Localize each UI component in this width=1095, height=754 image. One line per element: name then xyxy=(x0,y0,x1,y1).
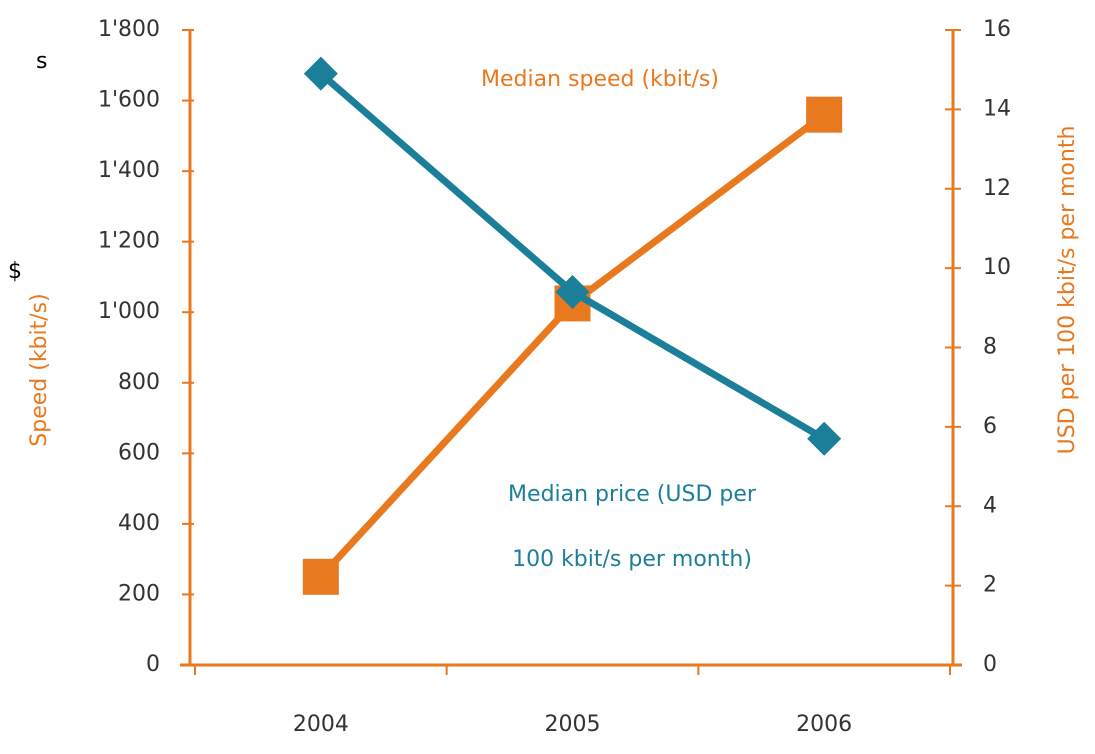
y-tick-label: 600 xyxy=(118,440,160,465)
series-line xyxy=(318,111,827,580)
y2-tick-label: 2 xyxy=(983,573,997,598)
marker xyxy=(806,96,843,133)
x-tick-label: 2006 xyxy=(796,712,852,737)
y2-tick-label: 6 xyxy=(983,414,997,439)
annotation: Median speed (kbit/s) xyxy=(481,67,719,92)
y-tick-label: 1'400 xyxy=(98,158,160,183)
y-tick-label: 1'000 xyxy=(98,299,160,324)
y-tick-label: 1'800 xyxy=(98,17,160,42)
y-tick-label: 200 xyxy=(118,581,160,606)
y2-tick-label: 16 xyxy=(983,17,1011,42)
x-tick-label: 2005 xyxy=(545,712,601,737)
y-tick-label: 1'600 xyxy=(98,88,160,113)
annotation: 100 kbit/s per month) xyxy=(512,547,752,572)
marker xyxy=(555,274,590,309)
y2-axis-label: USD per 100 kbit/s per month xyxy=(1055,126,1080,455)
series-line xyxy=(318,71,826,442)
y-tick-label: 800 xyxy=(118,370,160,395)
y2-tick-label: 0 xyxy=(983,652,997,677)
marker xyxy=(303,56,338,91)
y-tick-label: 400 xyxy=(118,511,160,536)
fragment: $ xyxy=(8,259,22,284)
fragment: s xyxy=(36,49,47,74)
y-axis-label: Speed (kbit/s) xyxy=(27,293,52,446)
y-tick-label: 0 xyxy=(146,652,160,677)
y2-tick-label: 10 xyxy=(983,255,1011,280)
marker xyxy=(302,558,339,595)
x-tick-label: 2004 xyxy=(293,712,349,737)
marker xyxy=(807,421,842,456)
y-tick-label: 1'200 xyxy=(98,229,160,254)
y2-tick-label: 4 xyxy=(983,493,997,518)
y2-tick-label: 8 xyxy=(983,335,997,360)
annotation: Median price (USD per xyxy=(508,482,757,507)
y2-tick-label: 12 xyxy=(983,176,1011,201)
y2-tick-label: 14 xyxy=(983,96,1011,121)
